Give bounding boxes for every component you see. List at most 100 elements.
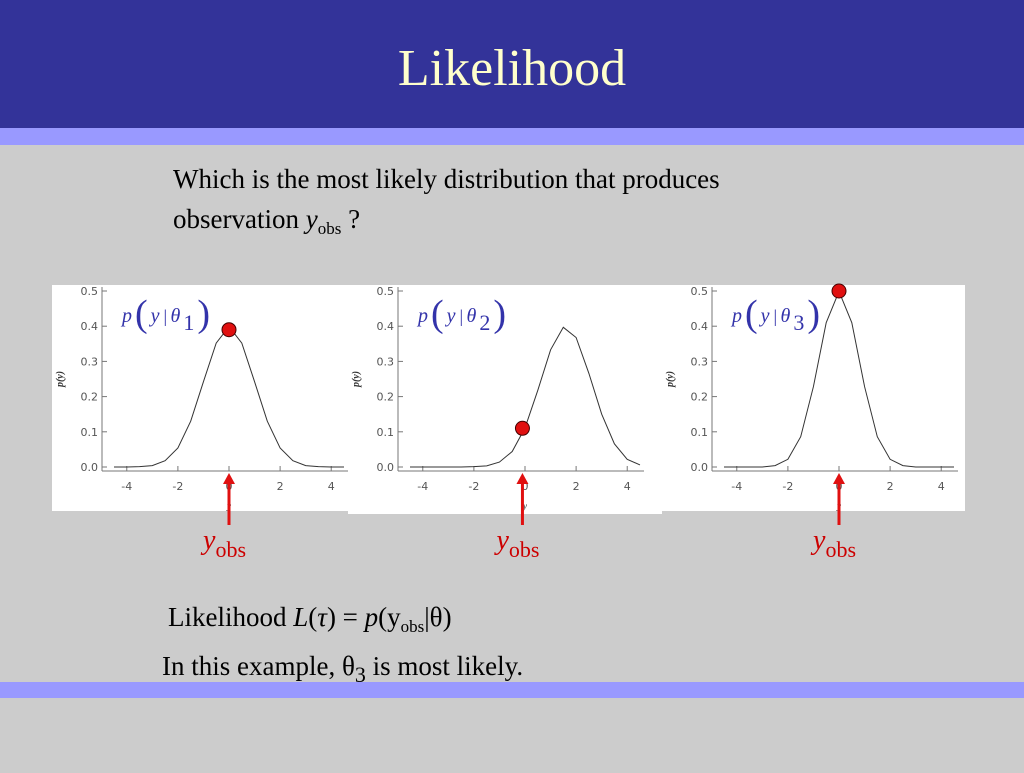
obs-arrowhead [223,473,235,484]
y-tick-label: 0.1 [377,426,395,439]
x-axis-label: y [522,501,527,511]
annotation: p(y | θ 1) [120,293,210,335]
annotation-part: y [149,305,160,327]
annotation-part: θ [467,305,477,327]
annotation-part: ) [807,293,820,335]
x-tick-label: -4 [417,480,428,493]
chart-background [348,285,662,514]
y-tick-label: 0.0 [377,461,395,474]
y-tick-label: 0.1 [81,426,99,439]
annotation-part: p [416,305,428,327]
y-tick-label: 0.1 [691,426,709,439]
y-tick-label: 0.0 [81,461,99,474]
annotation-part: p [730,305,742,327]
y-tick-label: 0.3 [691,355,709,368]
annotation-part: 1 [183,310,194,335]
header-band [0,0,1024,128]
x-tick-label: 0 [522,480,529,493]
annotation-part: θ [781,305,791,327]
observation-point [221,322,237,338]
x-tick-label: -2 [468,480,479,493]
y-tick-label: 0.3 [81,355,99,368]
x-tick-label: -4 [121,480,132,493]
annotation-part: | [459,306,464,326]
obs-label-sub: obs [825,537,856,562]
y-tick-label: 0.2 [691,391,709,404]
obs-label-base: y [493,525,509,556]
annotation-part: y [445,305,456,327]
y-tick-label: 0.5 [81,285,99,298]
question-line: Which is the most likely distribution th… [173,164,720,194]
question-line: observation yobs ? [173,204,360,238]
obs-label: yobs [200,525,246,562]
text: In this example, θ [162,651,355,681]
annotation: p(y | θ 2) [416,293,506,335]
annotation-part: 3 [793,310,804,335]
text: p [363,602,379,632]
formula: Likelihood L(τ) = p(yobs|θ) [168,602,452,636]
observation-point [514,420,530,436]
observation-point [831,283,847,299]
annotation-part: ( [745,293,758,335]
subscript: obs [401,617,425,636]
text: τ [317,602,328,632]
y-tick-label: 0.2 [81,391,99,404]
x-tick-label: -4 [731,480,742,493]
text: (y [378,602,401,632]
x-tick-label: 2 [573,480,580,493]
text: L [292,602,308,632]
x-tick-label: -2 [782,480,793,493]
text: ? [341,204,360,234]
text: observation [173,204,306,234]
y-axis-label: p(y) [665,371,676,388]
y-tick-label: 0.4 [691,320,709,333]
y-tick-label: 0.5 [377,285,395,298]
obs-label: yobs [810,525,856,562]
text: ) = [327,602,365,632]
text: Likelihood [168,602,293,632]
annotation-part: ( [135,293,148,335]
chart: 0.00.10.20.30.40.5-4 -2 0 2 4yp(y)p(y | θ 2)yob… [348,285,662,562]
annotation: p(y | θ 3) [730,293,820,335]
annotation-part: y [759,305,770,327]
obs-label-sub: obs [215,537,246,562]
obs-label: yobs [493,525,539,562]
text: is most likely. [366,651,523,681]
y-axis-label: p(y) [55,371,66,388]
text: |θ) [424,602,451,632]
x-tick-label: -2 [172,480,183,493]
annotation-part: 2 [479,310,490,335]
var: y [303,204,318,234]
slide-title: Likelihood [398,40,626,97]
y-axis-label: p(y) [351,371,362,388]
conclusion: In this example, θ3 is most likely. [162,651,523,687]
footer-stripe [0,682,1024,698]
x-tick-label: 2 [887,480,894,493]
obs-arrowhead [833,473,845,484]
annotation-part: θ [171,305,181,327]
annotation-part: ) [197,293,210,335]
obs-label-base: y [200,525,216,556]
annotation-part: p [120,305,132,327]
y-tick-label: 0.3 [377,355,395,368]
annotation-part: | [163,306,168,326]
x-tick-label: 2 [277,480,284,493]
y-tick-label: 0.4 [377,320,395,333]
obs-arrowhead [516,473,529,484]
y-tick-label: 0.2 [377,391,395,404]
x-tick-label: 4 [938,480,945,493]
chart: 0.00.10.20.30.40.5-4-2024yp(y)p(y|θ3)yob… [662,283,965,562]
obs-label-sub: obs [509,537,540,562]
subscript: 3 [355,662,366,687]
y-tick-label: 0.0 [691,461,709,474]
annotation-part: | [773,306,778,326]
annotation-part: ) [493,293,506,335]
y-tick-label: 0.5 [691,285,709,298]
obs-label-base: y [810,525,826,556]
chart: 0.00.10.20.30.40.5-4-2024yp(y)p(y|θ1)yob… [52,285,348,562]
text: ( [308,602,317,632]
header-stripe [0,128,1024,145]
x-tick-label: 4 [624,480,631,493]
